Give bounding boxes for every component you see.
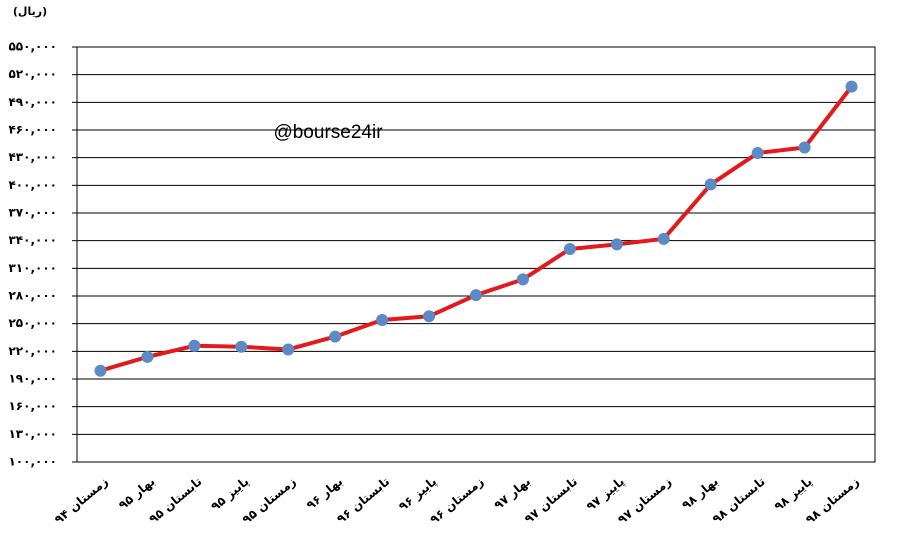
y-tick-label: ۵۵۰,۰۰۰ bbox=[8, 40, 57, 54]
data-point bbox=[563, 242, 576, 255]
data-point bbox=[141, 350, 154, 363]
data-point bbox=[657, 232, 670, 245]
data-point bbox=[282, 343, 295, 356]
y-tick-label: ۵۲۰,۰۰۰ bbox=[8, 67, 57, 81]
y-tick-label: ۴۳۰,۰۰۰ bbox=[8, 150, 57, 164]
x-tick-label: زمستان ۹۴ bbox=[52, 474, 111, 527]
data-point bbox=[423, 310, 436, 323]
y-tick-label: ۴۹۰,۰۰۰ bbox=[8, 95, 57, 109]
unit-label: (ریال) bbox=[13, 5, 47, 18]
data-point bbox=[798, 141, 811, 154]
annotation: @bourse24ir bbox=[273, 122, 383, 143]
y-tick-label: ۳۴۰,۰۰۰ bbox=[8, 233, 57, 247]
y-tick-label: ۴۰۰,۰۰۰ bbox=[8, 178, 57, 192]
data-point bbox=[704, 178, 717, 191]
x-tick-label: بهار ۹۷ bbox=[491, 474, 533, 512]
data-point bbox=[235, 340, 248, 353]
y-tick-label: ۱۳۰,۰۰۰ bbox=[8, 427, 57, 441]
data-point bbox=[516, 273, 529, 286]
x-tick-label: پاییز ۹۶ bbox=[396, 474, 439, 513]
data-point bbox=[376, 313, 389, 326]
x-tick-label: بهار ۹۸ bbox=[679, 474, 721, 512]
data-point bbox=[188, 339, 201, 352]
y-tick-label: ۲۲۰,۰۰۰ bbox=[8, 344, 57, 358]
y-tick-label: ۱۹۰,۰۰۰ bbox=[8, 372, 57, 386]
data-point bbox=[751, 147, 764, 160]
data-line bbox=[99, 85, 854, 373]
y-tick-label: ۱۰۰,۰۰۰ bbox=[8, 455, 57, 469]
y-tick-label: ۳۷۰,۰۰۰ bbox=[8, 206, 57, 220]
y-tick-label: ۳۱۰,۰۰۰ bbox=[8, 261, 57, 275]
y-tick-label: ۲۵۰,۰۰۰ bbox=[8, 316, 57, 330]
data-point bbox=[610, 238, 623, 251]
data-point bbox=[94, 364, 107, 377]
x-tick-label: بهار ۹۵ bbox=[116, 474, 158, 512]
y-tick-label: ۱۶۰,۰۰۰ bbox=[8, 399, 57, 413]
data-point bbox=[845, 80, 858, 93]
data-point bbox=[470, 289, 482, 302]
plot-area bbox=[76, 46, 876, 463]
data-point bbox=[329, 330, 342, 343]
y-tick-label: ۲۸۰,۰۰۰ bbox=[8, 289, 57, 303]
x-tick-label: بهار ۹۶ bbox=[304, 474, 346, 512]
y-tick-label: ۴۶۰,۰۰۰ bbox=[8, 123, 57, 137]
x-tick-label: پاییز ۹۵ bbox=[208, 474, 251, 513]
x-tick-label: پاییز ۹۷ bbox=[584, 474, 627, 513]
x-tick-label: پاییز ۹۸ bbox=[772, 474, 815, 513]
